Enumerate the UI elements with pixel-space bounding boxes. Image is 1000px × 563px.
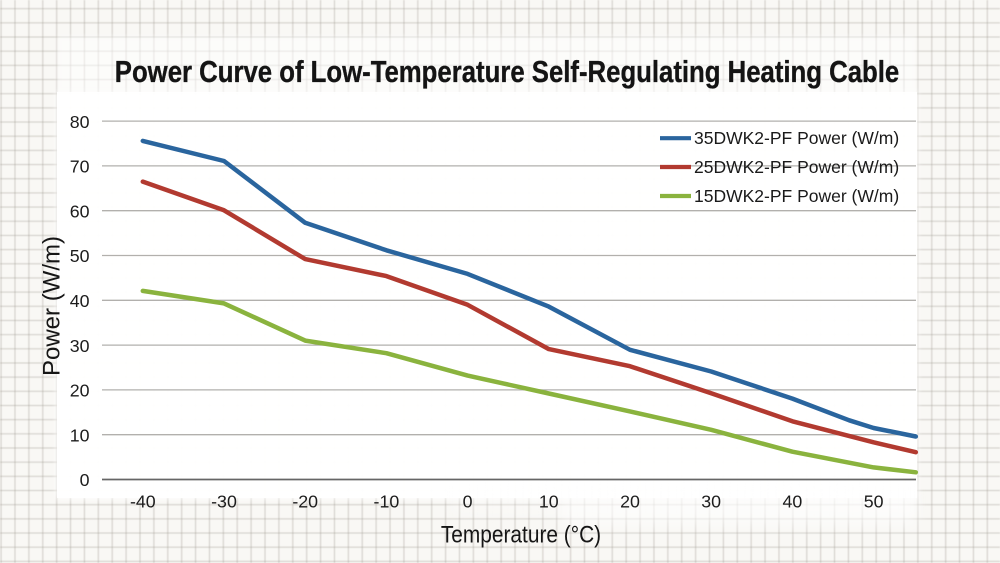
svg-text:80: 80: [70, 112, 90, 132]
svg-text:Power (W/m): Power (W/m): [39, 236, 66, 376]
svg-text:0: 0: [463, 492, 473, 512]
svg-text:Temperature (°C): Temperature (°C): [441, 521, 601, 548]
svg-text:-20: -20: [292, 492, 318, 512]
svg-text:10: 10: [70, 425, 90, 445]
svg-text:40: 40: [783, 492, 803, 512]
svg-text:-30: -30: [211, 492, 237, 512]
svg-text:20: 20: [70, 381, 90, 401]
svg-text:0: 0: [80, 470, 90, 490]
svg-text:40: 40: [70, 291, 90, 311]
svg-text:30: 30: [701, 492, 721, 512]
svg-text:50: 50: [70, 246, 90, 266]
svg-text:25DWK2-PF Power (W/m): 25DWK2-PF Power (W/m): [694, 157, 899, 177]
svg-text:10: 10: [539, 492, 559, 512]
svg-text:50: 50: [864, 492, 884, 512]
svg-text:35DWK2-PF Power (W/m): 35DWK2-PF Power (W/m): [694, 128, 899, 148]
svg-text:-10: -10: [374, 492, 400, 512]
svg-text:20: 20: [620, 492, 640, 512]
svg-text:30: 30: [70, 336, 90, 356]
svg-text:-40: -40: [130, 492, 156, 512]
svg-text:60: 60: [70, 201, 90, 221]
svg-text:70: 70: [70, 157, 90, 177]
svg-text:15DWK2-PF Power (W/m): 15DWK2-PF Power (W/m): [694, 186, 899, 206]
